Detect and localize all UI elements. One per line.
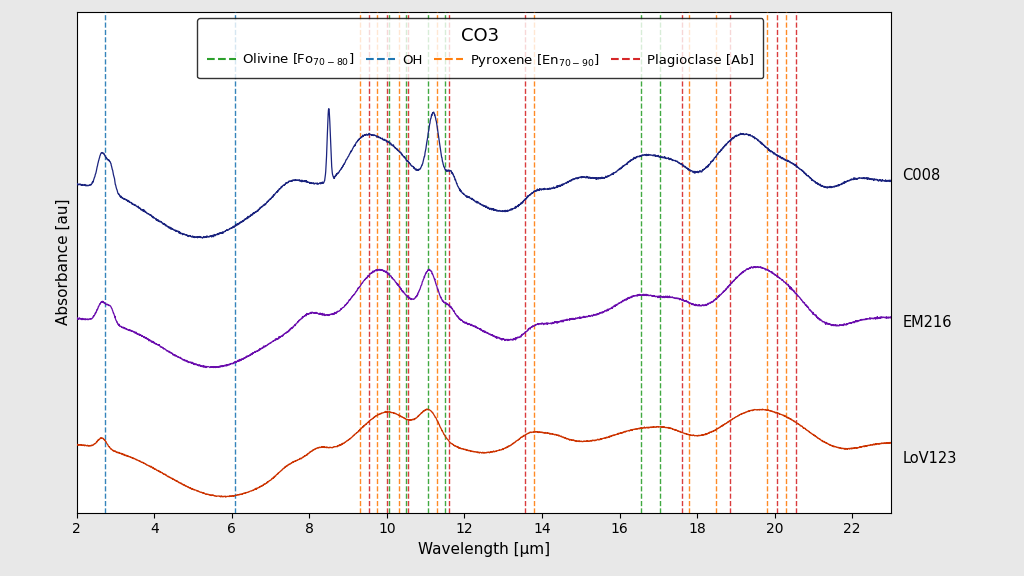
Text: EM216: EM216: [902, 315, 952, 330]
X-axis label: Wavelength [μm]: Wavelength [μm]: [418, 542, 550, 557]
Text: LoV123: LoV123: [902, 451, 956, 466]
Text: C008: C008: [902, 168, 941, 184]
Legend: Olivine [Fo$_{70-80}$], OH, Pyroxene [En$_{70-90}$], Plagioclase [Ab]: Olivine [Fo$_{70-80}$], OH, Pyroxene [En…: [198, 18, 763, 78]
Y-axis label: Absorbance [au]: Absorbance [au]: [56, 199, 72, 325]
